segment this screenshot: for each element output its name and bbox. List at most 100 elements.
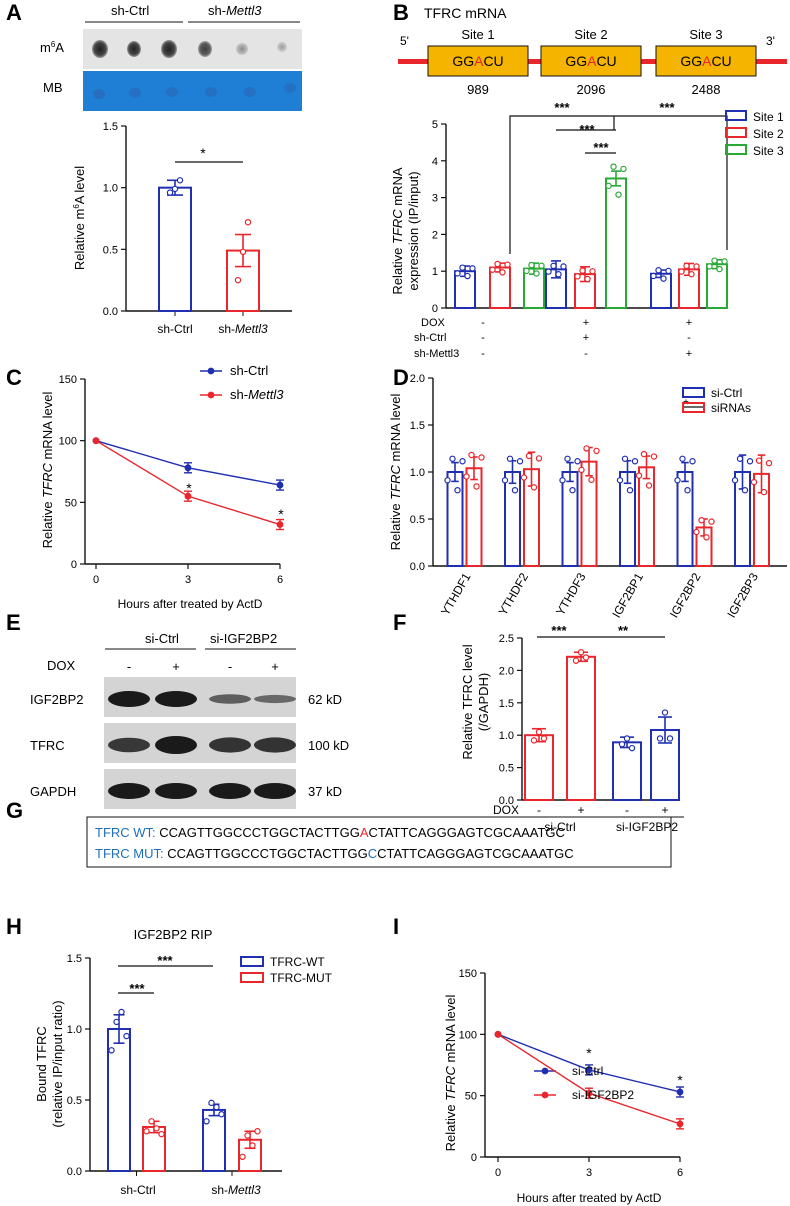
f-sig: *** [551, 623, 567, 638]
c-point [276, 481, 284, 489]
c-xlabel: Hours after treated by ActD [118, 597, 263, 611]
f-sig: ** [618, 623, 629, 638]
e-group-2: si-IGF2BP2 [210, 631, 277, 646]
f-point [577, 649, 585, 656]
panel-b-diagram: TFRC mRNA 5' 3' Site 1 GGACU 989 Site 2 GGAC… [398, 5, 787, 97]
site-box [427, 45, 529, 77]
f-dox-value: - [625, 803, 629, 817]
f-y-tick-label: 1.5 [499, 698, 514, 710]
d-point [679, 455, 686, 462]
m6a-dot [92, 40, 108, 58]
d-point [755, 457, 763, 464]
site-name: Site 2 [574, 27, 607, 42]
panel-b-chart: Relative TFRC mRNA expression (IP/input)… [390, 100, 784, 360]
a-xtick-2: sh-Mettl3 [218, 322, 268, 336]
site-position: 2096 [577, 82, 606, 97]
h-sig: *** [129, 981, 145, 996]
b-y-tick-label: 4 [432, 156, 438, 168]
b-condition-value: - [481, 317, 485, 329]
h-legend-label: TFRC-MUT [270, 971, 333, 985]
h-point [244, 1132, 251, 1139]
panel-label-e: E [6, 610, 21, 635]
d-point [626, 486, 634, 494]
d-point [559, 477, 566, 484]
site-name: Site 3 [689, 27, 722, 42]
d-point [459, 458, 466, 465]
panel-a-chart: Relative m6A level sh-Ctrl sh-Mettl3 * 0… [72, 121, 292, 336]
h-point [148, 1118, 155, 1125]
f-y-tick-label: 1.0 [499, 730, 514, 742]
b-point [605, 182, 612, 190]
e-band [155, 736, 197, 754]
e-row-label: TFRC [30, 738, 65, 753]
b-point [678, 268, 685, 275]
f-group-label: si-Ctrl [544, 820, 575, 834]
f-bar [566, 655, 596, 801]
d-legend-swatch [682, 387, 705, 398]
f-dox-label: DOX [493, 803, 519, 817]
h-ylabel-1: Bound TFRC [34, 1026, 49, 1102]
e-band [209, 737, 251, 753]
f-point [540, 735, 548, 742]
b-legend-label: Site 1 [753, 110, 784, 124]
e-row-label: GAPDH [30, 784, 76, 799]
e-dox-value: + [172, 659, 180, 674]
c-y-tick-label: 150 [59, 374, 77, 386]
h-point [153, 1125, 160, 1132]
panel-e-blot: si-Ctrl si-IGF2BP2 DOX - + - + IGF2BP2 62 kD T… [30, 631, 349, 809]
d-bar [638, 466, 655, 567]
b-y-tick-label: 1 [432, 266, 438, 278]
d-point [674, 477, 681, 484]
e-dox-label: DOX [47, 658, 76, 673]
b-point [655, 267, 662, 274]
b-point [574, 273, 581, 280]
d-point [684, 486, 691, 494]
d-point [468, 451, 475, 459]
panel-label-f: F [393, 610, 406, 635]
f-dox-value: + [661, 803, 668, 817]
b-condition-label: DOX [421, 317, 446, 329]
d-y-tick-label: 1.0 [410, 467, 425, 479]
f-y-tick-label: 2.0 [499, 665, 514, 677]
b-sig: *** [579, 122, 595, 137]
panel-label-c: C [6, 365, 22, 390]
blot-a-row-m6a: m6A [40, 40, 64, 55]
d-point [525, 452, 533, 460]
i-y-tick-label: 0 [471, 1152, 477, 1164]
f-point [628, 744, 636, 752]
b-point [706, 263, 713, 270]
b-legend-label: Site 3 [753, 144, 784, 158]
d-bar [580, 460, 598, 567]
f-y-tick-label: 2.5 [499, 633, 514, 645]
d-y-tick-label: 2.0 [410, 373, 425, 385]
b-point [555, 271, 562, 278]
seq-mut: TFRC MUT: CCAGTTGGCCCTGGCTACTTGGCCTATTCA… [95, 846, 574, 861]
b-sig: *** [593, 140, 609, 155]
m6a-dot [198, 41, 212, 57]
h-legend-swatch [240, 972, 264, 983]
i-x-tick-label: 6 [677, 1167, 683, 1179]
h-legend-label: TFRC-WT [270, 955, 325, 969]
e-row-label: IGF2BP2 [30, 692, 83, 707]
d-point [564, 455, 571, 462]
a-point [239, 248, 247, 255]
d-point [535, 455, 543, 462]
b-condition-label: sh-Mettl3 [414, 348, 459, 360]
d-bar [561, 471, 579, 567]
f-point [656, 735, 664, 742]
site-motif: GGACU [452, 53, 503, 69]
e-row-size: 62 kD [308, 692, 342, 707]
blot-a-row-mb: MB [43, 80, 63, 95]
panel-h-chart: IGF2BP2 RIP Bound TFRC (relative IP/inpu… [34, 927, 333, 1197]
panel-label-a: A [6, 0, 22, 25]
d-point [631, 458, 639, 465]
panel-d-chart: Relative TFRC mRNA level 0.0 0.5 1.0 1.5 2.0… [388, 373, 787, 620]
b-sig: *** [659, 100, 675, 115]
c-x-tick-label: 0 [93, 574, 99, 586]
h-point [123, 1032, 130, 1040]
b-point [489, 266, 496, 273]
a-sig: * [200, 145, 206, 161]
f-point [535, 728, 543, 736]
d-point [569, 486, 576, 494]
h-point [143, 1128, 150, 1135]
